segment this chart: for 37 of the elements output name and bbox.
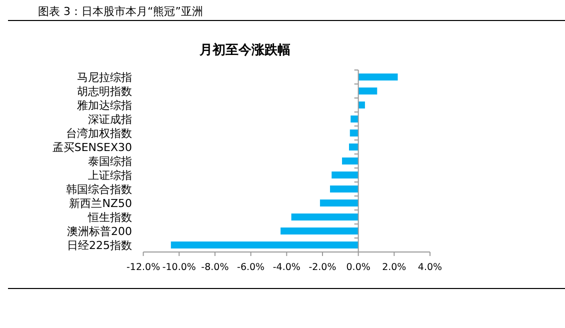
- x-tick-label: -4.0%: [272, 262, 300, 273]
- x-tick-label: -6.0%: [237, 262, 265, 273]
- bar: [350, 116, 358, 122]
- bar: [332, 172, 358, 178]
- bar: [170, 242, 358, 248]
- y-tick-label: 新西兰NZ50: [69, 197, 132, 210]
- y-tick-label: 日经225指数: [67, 239, 132, 252]
- x-tick-label: 0.0%: [346, 262, 370, 273]
- x-tick-label: 4.0%: [418, 262, 442, 273]
- bar: [350, 130, 358, 136]
- y-tick-label: 澳洲标普200: [67, 225, 132, 238]
- y-tick-label: 台湾加权指数: [66, 127, 132, 140]
- bar: [330, 186, 358, 192]
- y-tick-label: 深证成指: [88, 113, 132, 126]
- bar: [280, 228, 358, 234]
- bar: [349, 144, 358, 150]
- y-tick-label: 韩国综合指数: [66, 183, 132, 196]
- y-tick-label: 马尼拉综指: [77, 71, 132, 84]
- y-tick-label: 泰国综指: [88, 155, 132, 168]
- x-tick-label: -10.0%: [162, 262, 196, 273]
- y-tick-label: 上证综指: [88, 169, 132, 182]
- bar: [320, 200, 358, 206]
- x-tick-label: -12.0%: [126, 262, 160, 273]
- y-tick-label: 胡志明指数: [77, 85, 132, 98]
- bar: [358, 74, 398, 80]
- bar: [342, 158, 358, 164]
- chart-title: 月初至今涨跌幅: [198, 42, 290, 58]
- bar: [358, 102, 365, 108]
- text: 图表 3：日本股市本月“熊冠”亚洲: [38, 5, 203, 18]
- x-tick-label: -8.0%: [201, 262, 229, 273]
- y-tick-label: 恒生指数: [87, 211, 132, 224]
- bar: [358, 88, 378, 94]
- x-tick-label: 2.0%: [382, 262, 406, 273]
- bar: [291, 214, 358, 220]
- y-tick-label: 孟买SENSEX30: [52, 141, 132, 154]
- y-tick-label: 雅加达综指: [77, 99, 132, 112]
- x-tick-label: -2.0%: [308, 262, 336, 273]
